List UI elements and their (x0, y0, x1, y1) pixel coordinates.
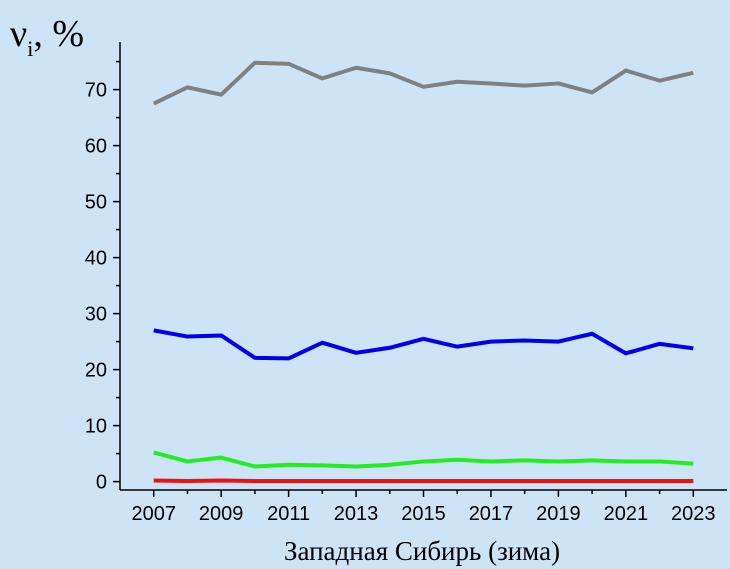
y-tick-label: 50 (85, 192, 107, 214)
y-tick-label: 10 (85, 416, 107, 438)
x-tick-label: 2011 (267, 503, 310, 525)
x-tick-label: 2013 (334, 503, 379, 525)
y-axis-label: νi, % (10, 13, 84, 61)
x-tick-label: 2017 (469, 503, 514, 525)
y-tick-label: 60 (85, 136, 107, 158)
x-tick-label: 2023 (671, 503, 716, 525)
y-tick-label: 40 (85, 248, 107, 270)
x-axis-label: Западная Сибирь (зима) (284, 536, 560, 566)
x-tick-label: 2019 (536, 503, 581, 525)
series-line (153, 328, 694, 361)
x-tick-label: 2009 (199, 503, 244, 525)
series-line (152, 60, 694, 106)
x-tick-label: 2007 (131, 503, 176, 525)
y-label-subscript: i (27, 36, 33, 61)
y-label-symbol: ν (10, 13, 27, 55)
series-line (153, 450, 694, 469)
series-line (153, 478, 694, 484)
x-tick-label: 2021 (604, 503, 649, 525)
y-tick-label: 70 (85, 80, 107, 102)
y-tick-label: 30 (85, 304, 107, 326)
y-tick-label: 0 (96, 472, 107, 494)
y-label-unit: , % (33, 13, 84, 55)
y-tick-label: 20 (85, 360, 107, 382)
x-tick-label: 2015 (401, 503, 446, 525)
